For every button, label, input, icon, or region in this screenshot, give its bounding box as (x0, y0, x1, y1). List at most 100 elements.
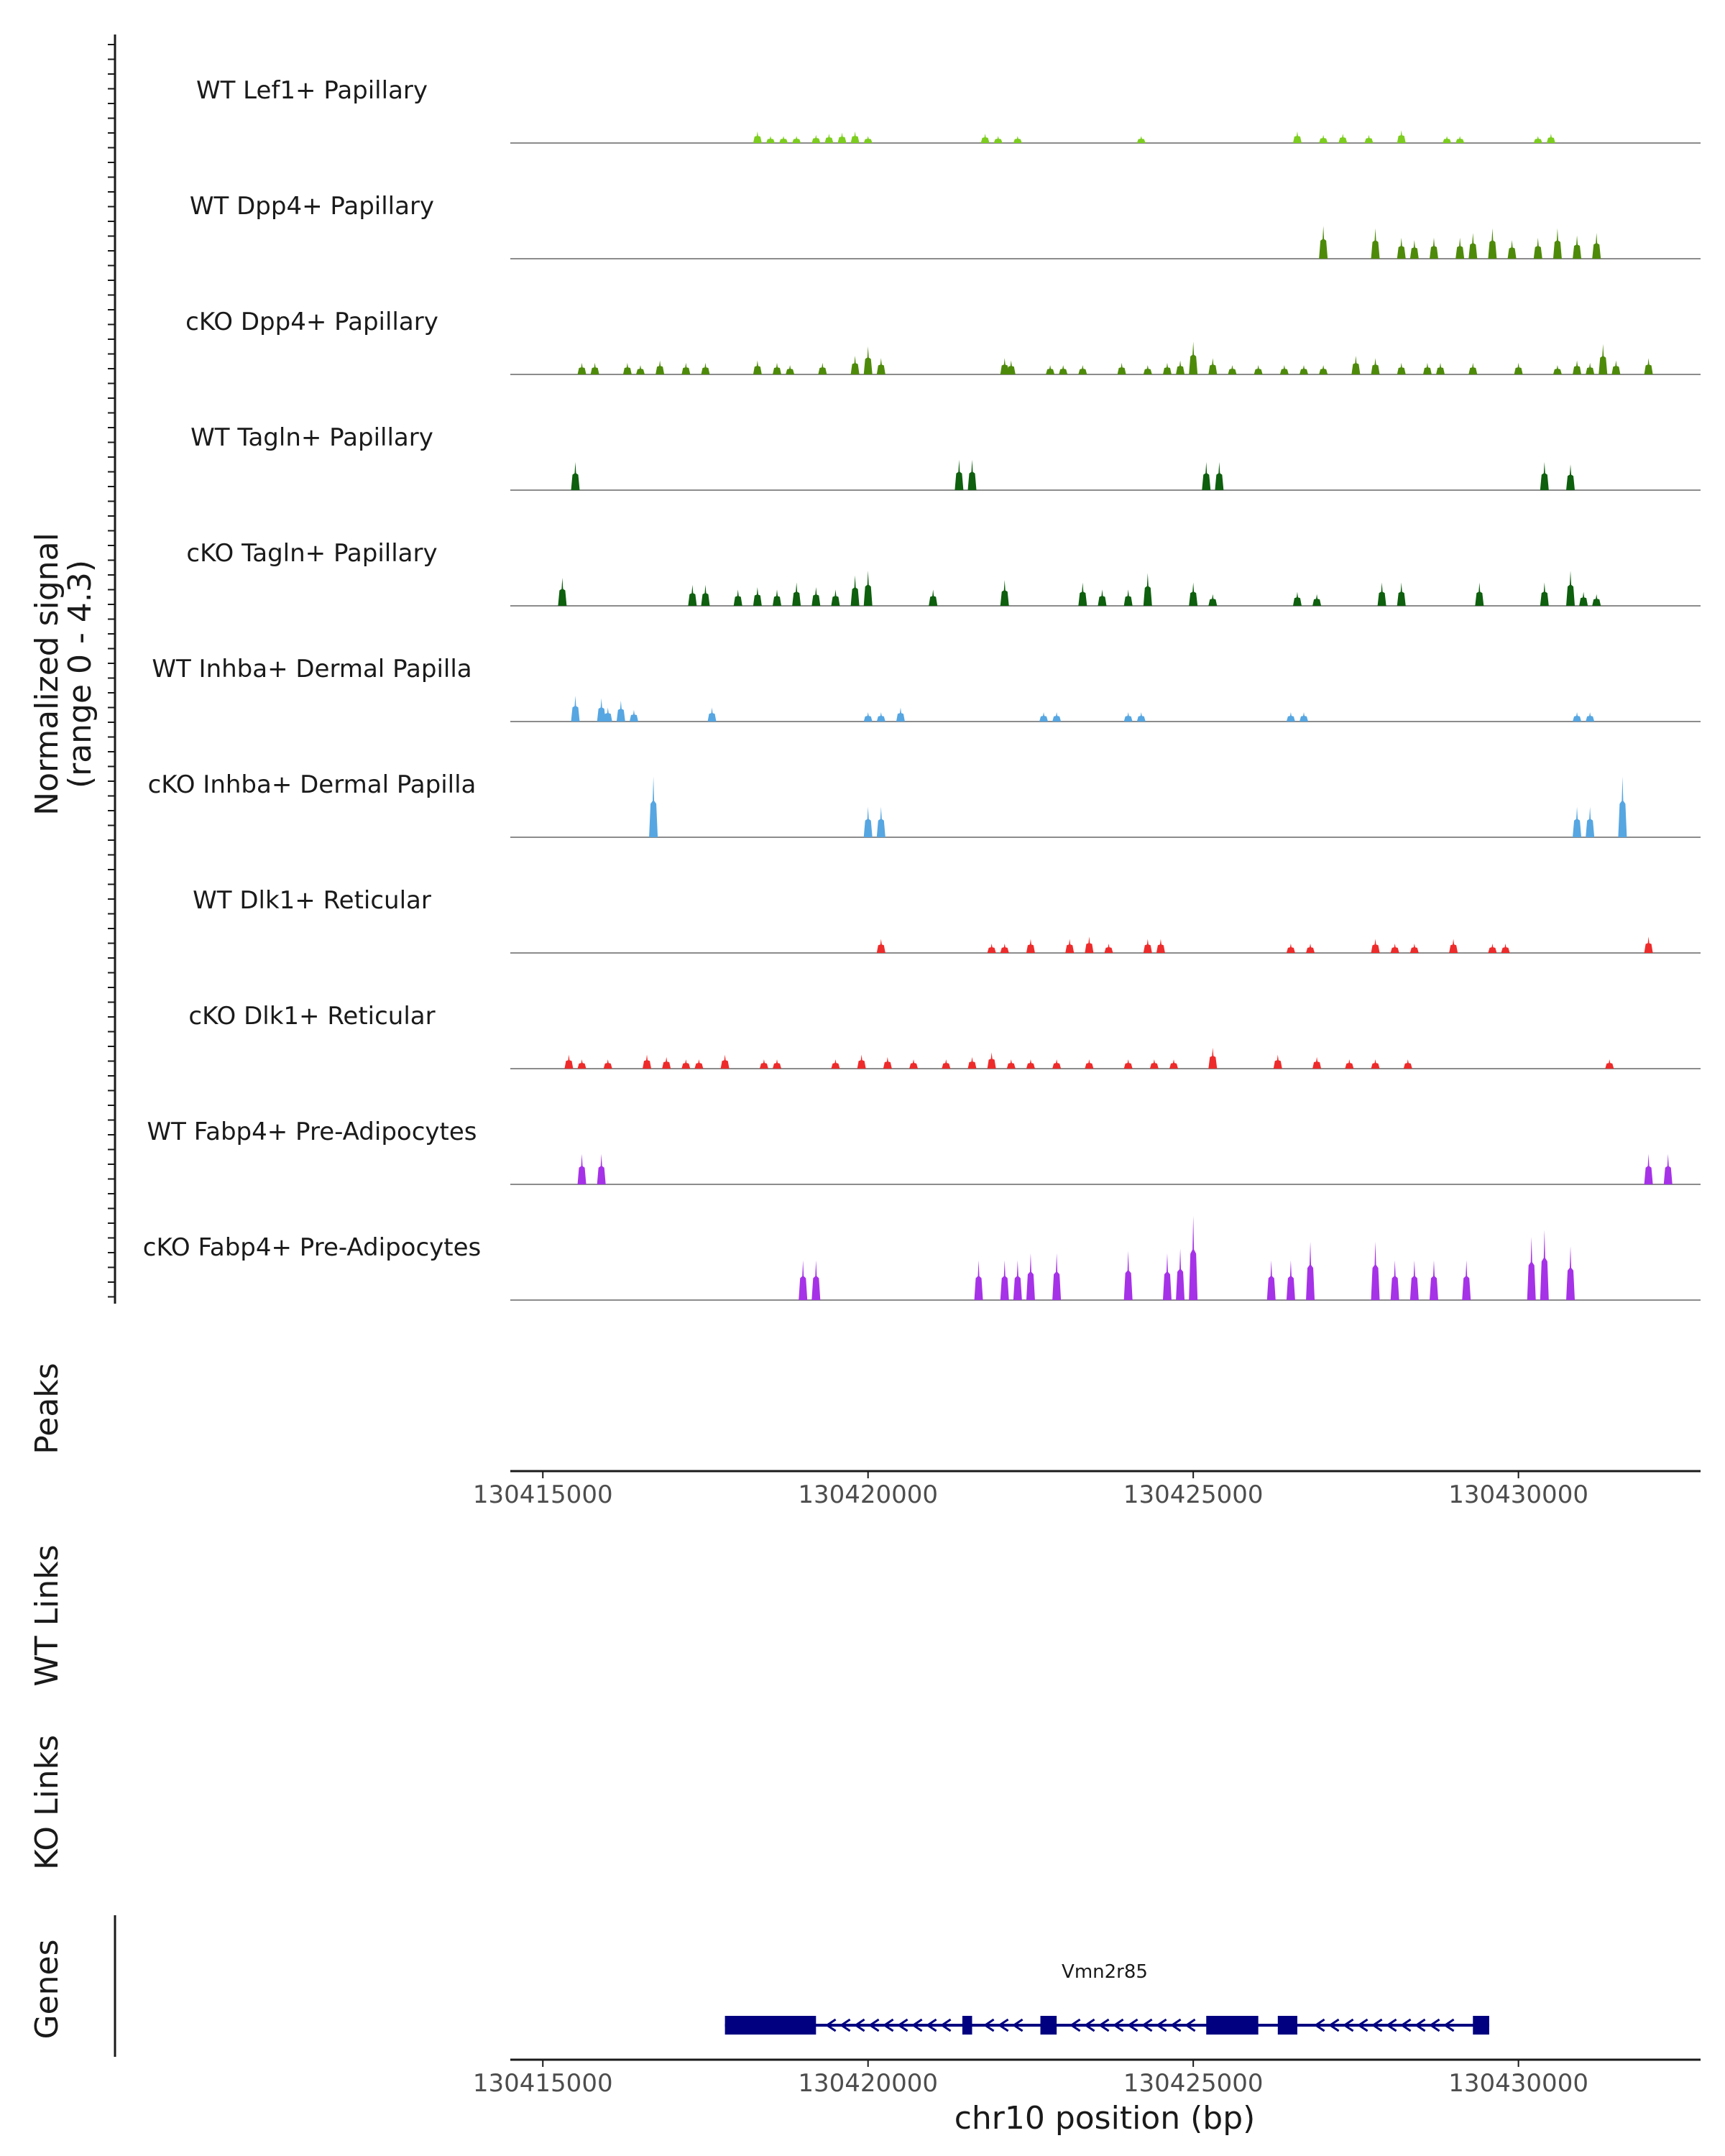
genes-panel-title: Genes (29, 1939, 65, 2039)
signal-peak (1300, 711, 1308, 722)
signal-peak (1254, 364, 1263, 374)
signal-peak (1052, 711, 1062, 722)
signal-peak (1286, 943, 1295, 953)
ylabel-line1: Normalized signal (29, 533, 65, 816)
track-11: cKO Fabp4+ Pre-Adipocytes (143, 1215, 1701, 1301)
signal-peak (1136, 136, 1146, 143)
track-label: WT Dpp4+ Papillary (190, 192, 434, 221)
signal-peak (1397, 582, 1406, 606)
signal-peak (1123, 1250, 1133, 1300)
signal-peak (1306, 943, 1315, 953)
signal-peak (1573, 806, 1582, 837)
signal-peak (773, 589, 782, 606)
signal-peak (701, 584, 710, 606)
signal-peak (1586, 362, 1595, 374)
signal-peak (1052, 1059, 1062, 1069)
signal-peak (1338, 133, 1348, 143)
x-axis-title: chr10 position (bp) (954, 2100, 1256, 2137)
strand-arrow (1011, 2018, 1024, 2032)
signal-peak (792, 582, 801, 606)
signal-peak (1644, 936, 1653, 953)
signal-peak (1345, 1059, 1354, 1069)
signal-peak (571, 696, 580, 722)
track-label: cKO Dlk1+ Reticular (188, 1002, 435, 1031)
signal-peak (1429, 1260, 1438, 1300)
signal-peak (1117, 362, 1126, 374)
signal-peak (707, 707, 717, 722)
signal-peak (1319, 134, 1328, 143)
signal-peak (681, 1059, 691, 1069)
strand-arrow (1328, 2018, 1340, 2032)
signal-peak (876, 711, 886, 722)
signal-peak (1000, 580, 1009, 606)
track-label: WT Tagln+ Papillary (190, 423, 433, 452)
signal-peak (1046, 364, 1055, 374)
signal-peak (688, 584, 697, 606)
signal-peak (1306, 1241, 1315, 1300)
signal-peak (1156, 939, 1165, 953)
signal-peak (1162, 1253, 1172, 1300)
signal-peak (1552, 364, 1562, 374)
signal-peak (773, 1059, 782, 1069)
signal-peak (863, 571, 873, 606)
track-10: WT Fabp4+ Pre-Adipocytes (147, 1118, 1701, 1185)
signal-peak (1409, 1260, 1419, 1300)
signal-peak (1462, 1260, 1471, 1300)
strand-arrow (997, 2018, 1009, 2032)
signal-peak (1409, 239, 1419, 259)
strand-arrow (1342, 2018, 1354, 2032)
track-3: cKO Dpp4+ Papillary (185, 308, 1701, 375)
signal-peak (1488, 228, 1497, 259)
signal-peak (1573, 711, 1582, 722)
signal-peak (1598, 344, 1608, 374)
x-tick-label: 130425000 (1123, 1480, 1264, 1509)
strand-arrow (1141, 2018, 1153, 2032)
signal-peak (694, 1059, 704, 1069)
signal-peak (1039, 711, 1049, 722)
peaks-panel-title: Peaks (29, 1363, 65, 1454)
signal-peak (857, 1054, 866, 1069)
ko-links-panel-title: KO Links (29, 1735, 65, 1870)
signal-peak (1104, 943, 1113, 953)
signal-peak (1292, 591, 1302, 606)
signal-peak (1397, 362, 1406, 374)
signal-peak (811, 134, 821, 143)
signal-peak (622, 362, 632, 374)
x-tick-label: 130430000 (1448, 2069, 1588, 2098)
signal-peak (1507, 239, 1517, 259)
signal-peak (1455, 237, 1465, 259)
signal-peak (799, 1260, 808, 1300)
signal-peak (896, 707, 905, 722)
signal-peak (1586, 711, 1595, 722)
gene-exon (1040, 2016, 1057, 2035)
signal-peak (662, 1056, 671, 1069)
signal-peak (1169, 1059, 1179, 1069)
x-tick-label: 130430000 (1448, 1480, 1588, 1509)
strand-arrow (1414, 2018, 1426, 2032)
signal-peak (1013, 1260, 1022, 1300)
signal-peak (1208, 358, 1218, 374)
gene-exon (724, 2016, 816, 2035)
signal-peak (1319, 364, 1328, 374)
signal-peak (564, 1054, 574, 1069)
signal-peak (558, 577, 567, 606)
signal-peak (1501, 943, 1510, 953)
signal-peak (967, 459, 977, 490)
signal-peak (1371, 228, 1380, 259)
strand-arrow (1184, 2018, 1196, 2032)
gene-exon (1277, 2016, 1297, 2035)
wt-links-panel-title: WT Links (29, 1544, 65, 1686)
signal-peak (1078, 582, 1087, 606)
strand-arrow (925, 2018, 937, 2032)
signal-peak (863, 711, 873, 722)
signal-peak (1533, 237, 1542, 259)
signal-peak (571, 461, 580, 490)
strand-arrow (853, 2018, 865, 2032)
signal-peak (863, 806, 873, 837)
signal-peak (1000, 943, 1009, 953)
signal-peak (1228, 364, 1237, 374)
signal-peak (1552, 228, 1562, 259)
signal-peak (980, 133, 990, 143)
signal-peak (1176, 1248, 1185, 1300)
